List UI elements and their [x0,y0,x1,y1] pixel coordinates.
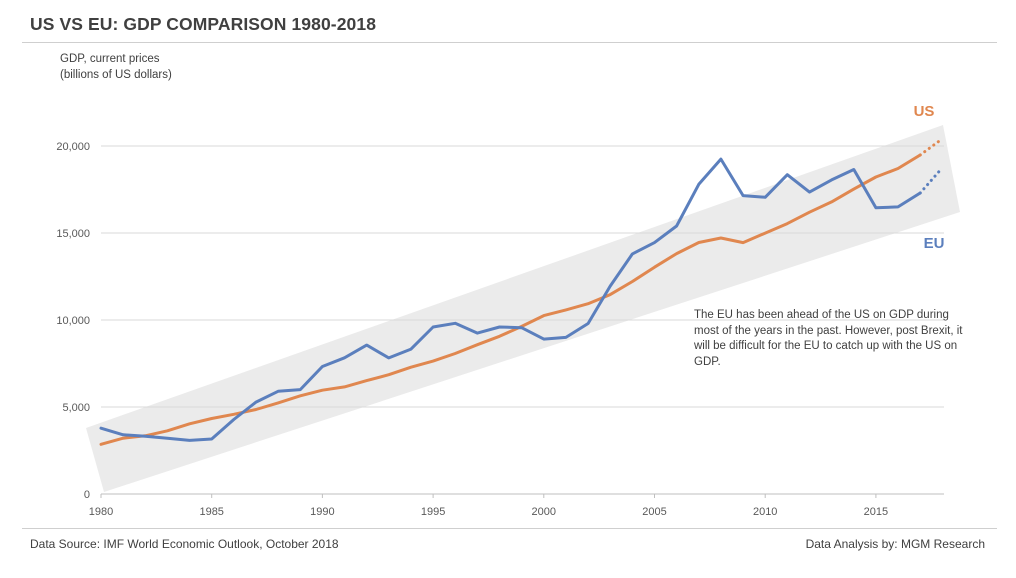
eu-projection-line [918,166,944,195]
data-source: Data Source: IMF World Economic Outlook,… [30,537,339,551]
chart-annotation: The EU has been ahead of the US on GDP d… [694,309,963,368]
x-tick-label: 2000 [532,506,556,518]
us-series-label: US [914,103,935,120]
footer-divider [22,528,997,529]
data-analysis-credit: Data Analysis by: MGM Research [805,537,985,551]
trend-band [86,125,960,492]
x-tick-label: 1985 [199,506,223,518]
y-tick-label: 15,000 [56,228,90,240]
us-series-line [99,153,922,446]
y-axis-label-line-1: GDP, current prices [60,53,160,65]
y-tick-label: 20,000 [56,141,90,153]
y-tick-label: 0 [84,489,90,501]
us-projection-line [918,137,944,157]
y-tick-label: 5,000 [62,402,90,414]
x-tick-label: 1995 [421,506,445,518]
chart-title: US VS EU: GDP COMPARISON 1980-2018 [30,14,377,34]
x-tick-label: 1980 [89,506,113,518]
eu-series-label: EU [924,235,945,252]
x-tick-label: 2005 [642,506,666,518]
x-tick-label: 1990 [310,506,334,518]
y-tick-label: 10,000 [56,315,90,327]
x-tick-label: 2015 [864,506,888,518]
y-axis-label-line-2: (billions of US dollars) [60,69,172,81]
eu-series-line [99,157,922,442]
title-divider [22,42,997,43]
x-tick-label: 2010 [753,506,777,518]
